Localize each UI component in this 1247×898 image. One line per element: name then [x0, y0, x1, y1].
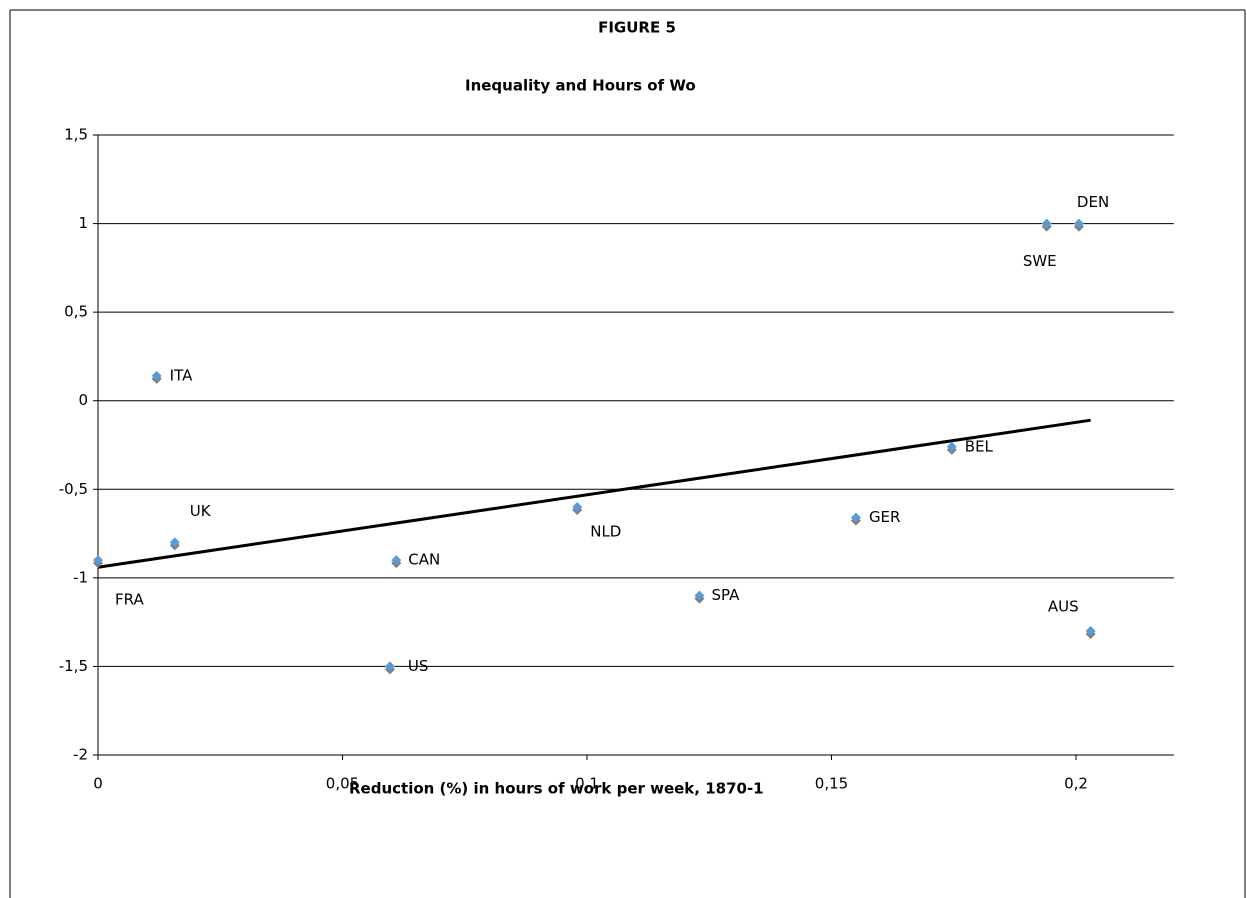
- point: [572, 502, 583, 512]
- point-label: AUS: [1048, 598, 1079, 616]
- point-label: SPA: [711, 586, 740, 604]
- x-tick-label: 0,15: [815, 775, 848, 793]
- trendline: [97, 418, 1091, 569]
- y-tick-label: -0,5: [59, 480, 88, 498]
- point-label: CAN: [408, 551, 440, 569]
- point-label: NLD: [590, 523, 621, 541]
- point: [384, 661, 395, 672]
- x-tick-label: 0,2: [1064, 775, 1088, 793]
- point: [1041, 218, 1052, 229]
- point: [151, 370, 162, 381]
- point: [1085, 626, 1096, 636]
- y-tick-label: 0,5: [64, 303, 88, 321]
- point-label: US: [408, 657, 429, 675]
- y-tick-label: 1: [78, 214, 88, 232]
- point-label: SWE: [1023, 252, 1057, 270]
- supertitle: FIGURE 5: [598, 19, 676, 37]
- point-label: DEN: [1077, 193, 1109, 211]
- point: [391, 555, 402, 566]
- point: [1073, 218, 1084, 229]
- x-axis-title: Reduction (%) in hours of work per week,…: [349, 780, 764, 798]
- point-label: BEL: [965, 437, 994, 455]
- y-tick-label: -2: [73, 746, 88, 764]
- point-label: UK: [190, 502, 212, 520]
- point-label: FRA: [115, 591, 144, 609]
- x-tick-label: 0,05: [326, 775, 359, 793]
- point: [93, 555, 103, 566]
- point: [694, 590, 705, 601]
- point-label: GER: [869, 508, 901, 526]
- point: [946, 441, 957, 452]
- chart-title: Inequality and Hours of Wo: [465, 77, 696, 95]
- point-label: ITA: [170, 366, 193, 384]
- point: [169, 537, 180, 548]
- x-tick-label: 0,1: [575, 775, 599, 793]
- point: [850, 512, 861, 523]
- y-tick-label: -1,5: [59, 657, 88, 675]
- x-tick-label: 0: [93, 775, 103, 793]
- y-tick-label: 1,5: [64, 126, 88, 144]
- y-tick-label: -1: [73, 568, 88, 586]
- y-tick-label: 0: [78, 391, 88, 409]
